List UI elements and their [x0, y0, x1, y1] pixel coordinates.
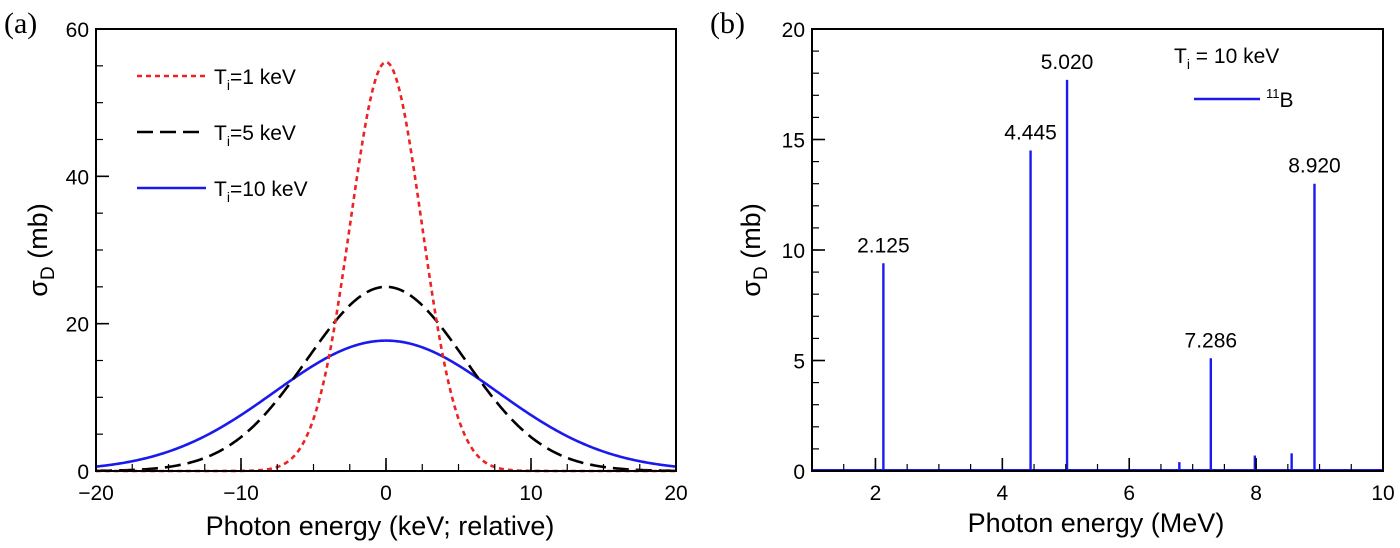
y-tick-label: 40	[66, 166, 89, 189]
panel-a: (a) −20 −10 0 10 20 0 20 40 60 Photon energy (ke…	[4, 7, 688, 541]
legend-label: Ti=5 keV	[214, 122, 296, 149]
annotation-main: T	[1174, 45, 1187, 68]
legend-label-superscript: 11	[1266, 86, 1280, 101]
legend-label-rest: =5 keV	[230, 122, 296, 145]
y-tick-label: 20	[66, 314, 89, 337]
peak-label: 2.125	[857, 234, 910, 257]
x-tick-label: 8	[1250, 482, 1262, 505]
legend-label-rest: =1 keV	[230, 66, 296, 89]
legend-label-main: T	[214, 122, 227, 145]
legend-label-main: T	[214, 66, 227, 89]
y-axis-title: σD (mb)	[736, 203, 772, 296]
x-tick-label: 2	[870, 482, 882, 505]
legend-label-rest: =10 keV	[230, 178, 308, 201]
y-tick-label: 0	[793, 461, 805, 484]
axes: 2 4 6 8 10 0 5 10 15 20	[782, 19, 1395, 505]
y-tick-label: 5	[793, 351, 805, 374]
axes: −20 −10 0 10 20 0 20 40 60	[66, 19, 688, 505]
x-tick-label: 10	[519, 482, 542, 505]
panel-label: (a)	[4, 7, 37, 40]
series-line-2	[95, 285, 677, 473]
legend-label-main: B	[1280, 89, 1294, 112]
annotation-subscript: i	[1187, 56, 1190, 72]
peak-label: 7.286	[1185, 329, 1238, 352]
x-tick-label: 0	[380, 482, 392, 505]
y-tick-label: 10	[782, 240, 805, 263]
temperature-annotation: Ti = 10 keV	[1174, 45, 1279, 72]
series-line-1	[96, 60, 676, 473]
annotation-rest: = 10 keV	[1190, 45, 1279, 68]
legend: 11B	[1194, 86, 1294, 112]
panel-b: (b) 2.125 4.445 5.020 7.286 8.920 2 4 6 8 10 0 5 10…	[710, 7, 1395, 538]
y-axis-title-unit: (mb)	[736, 203, 766, 266]
x-tick-label: −20	[78, 482, 114, 505]
peak-label: 4.445	[1004, 122, 1057, 145]
y-tick-label: 60	[66, 19, 89, 42]
y-axis-title-unit: (mb)	[23, 203, 53, 266]
legend-label-main: T	[214, 178, 227, 201]
x-tick-label: 4	[996, 482, 1008, 505]
x-tick-label: −10	[223, 482, 259, 505]
x-axis-title: Photon energy (MeV)	[968, 508, 1225, 538]
peak-label: 5.020	[1041, 51, 1094, 74]
legend-label-subscript: i	[227, 189, 230, 205]
legend-label: 11B	[1266, 86, 1294, 112]
legend-label-subscript: i	[227, 133, 230, 149]
y-tick-label: 0	[77, 461, 89, 484]
y-axis-title: σD (mb)	[23, 203, 59, 296]
legend-label: Ti=10 keV	[214, 178, 308, 205]
peak-label: 8.920	[1288, 155, 1341, 178]
panel-label: (b)	[710, 7, 745, 40]
legend-label-subscript: i	[227, 77, 230, 93]
y-axis-title-symbol: σ	[23, 280, 53, 297]
y-tick-label: 15	[782, 130, 805, 153]
x-axis-title: Photon energy (keV; relative)	[206, 511, 555, 541]
series-layer	[95, 60, 677, 473]
plot-frame	[95, 28, 677, 472]
series-layer: 2.125 4.445 5.020 7.286 8.920	[812, 51, 1383, 471]
x-tick-label: 6	[1123, 482, 1135, 505]
y-axis-title-symbol: σ	[736, 280, 766, 297]
legend-label: Ti=1 keV	[214, 66, 296, 93]
x-tick-label: 20	[664, 482, 687, 505]
series-line-3	[95, 339, 677, 468]
y-axis-title-subscript: D	[751, 266, 772, 280]
y-axis-title-subscript: D	[38, 266, 59, 280]
y-tick-label: 20	[782, 19, 805, 42]
x-tick-label: 10	[1371, 482, 1394, 505]
